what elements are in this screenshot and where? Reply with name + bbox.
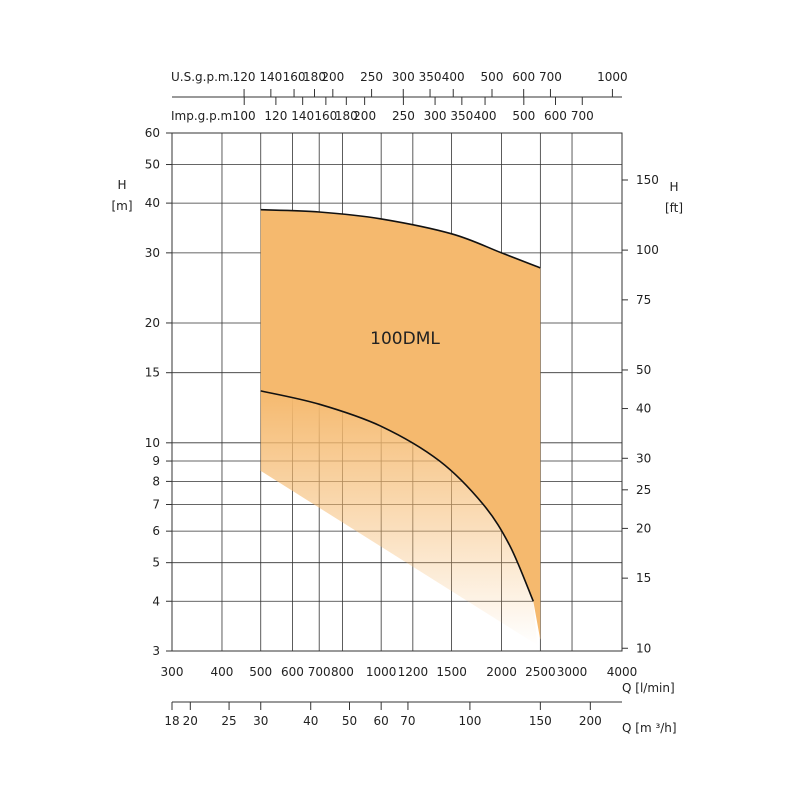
right-tick-label: 30: [636, 451, 651, 465]
x-tick-label: 700: [308, 665, 331, 679]
usgpm-tick-label: 700: [539, 70, 562, 84]
flow-m3h-tick-label: 20: [183, 714, 198, 728]
flow-m3h-tick-label: 60: [374, 714, 389, 728]
flow-m3h-tick-label: 100: [458, 714, 481, 728]
impgpm-tick-label: 350: [450, 109, 473, 123]
usgpm-tick-label: 250: [360, 70, 383, 84]
usgpm-tick-label: 200: [321, 70, 344, 84]
flow-m3h-tick-label: 25: [221, 714, 236, 728]
x-tick-label: 2500: [525, 665, 556, 679]
usgpm-tick-label: 300: [392, 70, 415, 84]
x-tick-label: 2000: [486, 665, 517, 679]
impgpm-tick-label: 600: [544, 109, 567, 123]
y-tick-label: 50: [145, 158, 160, 172]
y-tick-label: 10: [145, 436, 160, 450]
x-tick-label: 4000: [607, 665, 638, 679]
impgpm-tick-label: 100: [233, 109, 256, 123]
plot-frame: [171, 132, 623, 652]
right-tick-label: 10: [636, 641, 651, 655]
left-axis-unit: [m]: [111, 199, 132, 213]
impgpm-tick-label: 200: [353, 109, 376, 123]
x-tick-label: 1200: [398, 665, 429, 679]
y-tick-label: 15: [145, 366, 160, 380]
right-tick-label: 100: [636, 243, 659, 257]
impgpm-tick-label: 180: [335, 109, 358, 123]
flow-m3h-tick-label: 50: [342, 714, 357, 728]
usgpm-tick-label: 600: [512, 70, 535, 84]
y-tick-label: 60: [145, 126, 160, 140]
operating-area: [260, 209, 541, 645]
y-tick-label: 6: [152, 524, 160, 538]
right-tick-label: 20: [636, 521, 651, 535]
x-tick-label: 500: [249, 665, 272, 679]
flow-m3h-tick-label: 200: [579, 714, 602, 728]
axes: 300 400 500 600 700 800 1000 1200 1500 2000 2500 30…: [145, 70, 659, 728]
x-tick-label: 300: [161, 665, 184, 679]
labels: 100DML H [m] H [ft] Q [l/min] Q [m ³/h] …: [111, 70, 683, 735]
flow-m3h-tick-label: 18: [164, 714, 179, 728]
impgpm-tick-label: 700: [571, 109, 594, 123]
impgpm-tick-label: 300: [424, 109, 447, 123]
right-tick-label: 25: [636, 483, 651, 497]
impgpm-tick-label: 400: [474, 109, 497, 123]
impgpm-tick-label: 120: [264, 109, 287, 123]
flow-m3h-axis-label: Q [m ³/h]: [622, 721, 677, 735]
impgpm-tick-label: 140: [291, 109, 314, 123]
x-tick-label: 400: [211, 665, 234, 679]
curves: [260, 208, 541, 602]
bottom-axis-label: Q [l/min]: [622, 681, 675, 695]
right-tick-label: 150: [636, 173, 659, 187]
right-tick-label: 75: [636, 293, 651, 307]
usgpm-tick-label: 1000: [597, 70, 628, 84]
impgpm-tick-label: 500: [512, 109, 535, 123]
usgpm-tick-label: 180: [303, 70, 326, 84]
x-tick-label: 1500: [436, 665, 467, 679]
upper-curve: [260, 208, 541, 269]
flow-m3h-tick-label: 40: [303, 714, 318, 728]
impgpm-tick-label: 160: [314, 109, 337, 123]
right-axis-unit: [ft]: [665, 201, 683, 215]
y-tick-label: 8: [152, 474, 160, 488]
flow-m3h-tick-label: 150: [529, 714, 552, 728]
y-tick-label: 3: [152, 644, 160, 658]
y-tick-label: 20: [145, 316, 160, 330]
y-tick-label: 30: [145, 246, 160, 260]
y-tick-label: 7: [152, 497, 160, 511]
x-tick-label: 1000: [366, 665, 397, 679]
y-tick-label: 4: [152, 594, 160, 608]
flow-m3h-tick-label: 70: [400, 714, 415, 728]
right-axis-label: H: [669, 180, 678, 194]
impgpm-axis-label: Imp.g.p.m.: [171, 109, 236, 123]
flow-m3h-tick-label: 30: [253, 714, 268, 728]
operating-area-fade: [260, 390, 538, 645]
lower-curve: [260, 390, 535, 602]
right-tick-label: 15: [636, 571, 651, 585]
usgpm-tick-label: 140: [259, 70, 282, 84]
x-tick-label: 600: [281, 665, 304, 679]
y-tick-label: 40: [145, 196, 160, 210]
usgpm-axis-label: U.S.g.p.m.: [171, 70, 233, 84]
usgpm-tick-label: 120: [233, 70, 256, 84]
usgpm-tick-label: 160: [283, 70, 306, 84]
right-tick-label: 40: [636, 402, 651, 416]
left-axis-label: H: [117, 178, 126, 192]
model-label: 100DML: [370, 329, 440, 349]
usgpm-tick-label: 350: [419, 70, 442, 84]
usgpm-tick-label: 400: [442, 70, 465, 84]
usgpm-tick-label: 500: [481, 70, 504, 84]
right-tick-label: 50: [636, 363, 651, 377]
y-tick-label: 5: [152, 556, 160, 570]
y-tick-label: 9: [152, 454, 160, 468]
operating-area-fill: [260, 209, 541, 640]
x-tick-label: 800: [331, 665, 354, 679]
x-tick-label: 3000: [557, 665, 588, 679]
impgpm-tick-label: 250: [392, 109, 415, 123]
